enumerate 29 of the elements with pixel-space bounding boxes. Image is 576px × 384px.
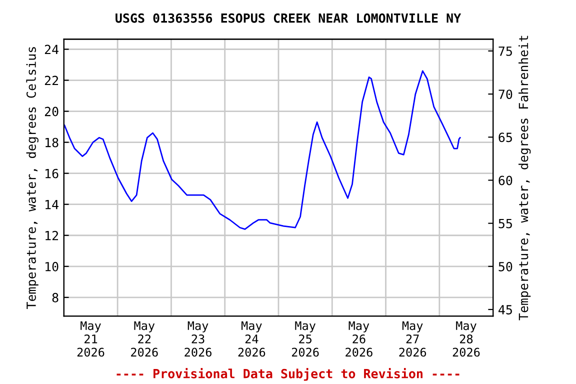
chart-title: USGS 01363556 ESOPUS CREEK NEAR LOMONTVILLE NY	[116, 13, 462, 23]
y2-tick-label: 55	[498, 218, 512, 228]
y-tick-label: 10	[46, 262, 58, 272]
y2-tick-label: 65	[498, 132, 512, 142]
x-tick-label: May 28 2026	[452, 321, 480, 357]
y2-tick-label: 50	[498, 262, 512, 272]
y2-tick-label: 60	[498, 176, 512, 186]
line-series	[64, 70, 461, 230]
y2-tick-label: 70	[498, 90, 512, 100]
x-tick-label: May 26 2026	[346, 321, 372, 357]
x-tick-label: May 23 2026	[184, 321, 212, 357]
text: ---- Provisional Data Subject to Revision ----	[116, 368, 460, 381]
x-tick-label: May 21 2026	[77, 321, 104, 357]
y2-tick-label: 45	[498, 305, 512, 314]
y-tick-label: 12	[46, 230, 58, 240]
y2-axis-title: Temperature, water, degrees Fahrenheit	[518, 36, 531, 320]
x-tick-label: May 27 2026	[399, 321, 426, 357]
x-tick-label: May 24 2026	[238, 321, 266, 357]
y-tick-label: 24	[44, 44, 58, 54]
x-tick-label: May 25 2026	[292, 321, 319, 357]
y-axis-title: Temperature, water, degrees Celsius	[26, 47, 38, 310]
y-tick-label: 14	[46, 200, 58, 210]
y-tick-label: 22	[44, 76, 58, 86]
y-tick-label: 20	[44, 106, 58, 116]
y2-tick-label: 75	[498, 46, 512, 56]
x-tick-label: May 22 2026	[131, 321, 158, 357]
y-tick-label: 8	[52, 292, 58, 302]
y-tick-label: 16	[46, 168, 58, 178]
y-tick-label: 18	[46, 138, 58, 148]
